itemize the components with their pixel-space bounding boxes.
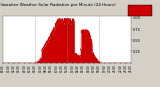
Text: Milwaukee Weather Solar Radiation per Minute (24 Hours): Milwaukee Weather Solar Radiation per Mi…	[0, 3, 115, 7]
